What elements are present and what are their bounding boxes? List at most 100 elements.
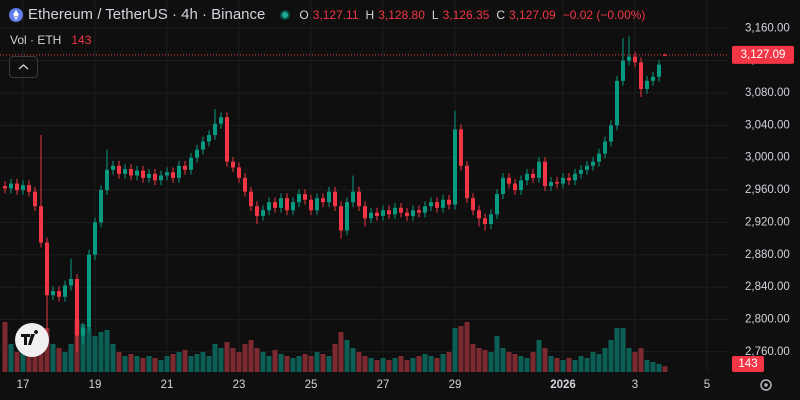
volume-bar <box>332 344 338 372</box>
x-tick-label: 17 <box>17 379 30 391</box>
volume-bar <box>482 350 488 372</box>
volume-bar <box>44 328 50 372</box>
volume-bar <box>254 348 260 372</box>
volume-bar <box>524 358 530 372</box>
x-tick-label: 27 <box>377 379 390 391</box>
volume-label: 143 <box>738 358 757 370</box>
candle-body <box>591 161 595 166</box>
ohlc-value: 3,127.09 <box>508 7 556 22</box>
volume-bar <box>440 354 446 372</box>
y-tick-label: 2,880.00 <box>745 249 790 261</box>
candle-body <box>297 194 301 203</box>
candle-body <box>141 170 145 178</box>
volume-label-box <box>732 356 764 372</box>
legend-header: Ethereum / TetherUS · 4h · Binance O 3,12… <box>8 6 648 23</box>
volume-bar <box>410 358 416 372</box>
volume-bar <box>584 358 590 372</box>
volume-bar <box>308 356 314 372</box>
volume-bar <box>620 328 626 372</box>
volume-bar <box>26 348 32 372</box>
volume-bar <box>104 330 110 372</box>
volume-bar <box>266 356 272 372</box>
volume-bar <box>296 356 302 372</box>
volume-bar <box>434 358 440 372</box>
price-axis-bg <box>728 0 800 400</box>
candle-body <box>531 173 535 178</box>
volume-bar <box>62 352 68 372</box>
volume-bar <box>290 358 296 372</box>
candle-body <box>609 125 613 142</box>
volume-bar <box>362 356 368 372</box>
candle-body <box>147 173 151 178</box>
volume-bar <box>590 352 596 372</box>
volume-bar <box>344 340 350 372</box>
candle-body <box>69 279 73 286</box>
candle-body <box>303 194 307 200</box>
volume-bar <box>458 326 464 372</box>
candle-body <box>411 210 415 216</box>
candle-body <box>9 183 13 189</box>
candle-body <box>489 214 493 225</box>
volume-bar <box>68 344 74 372</box>
change: −0.02 (−0.00%) <box>562 7 646 22</box>
candle-body <box>249 191 253 207</box>
candle-body <box>309 199 313 211</box>
candle-body <box>201 141 205 150</box>
volume-bar <box>608 340 614 372</box>
candle-body <box>381 210 385 216</box>
volume-bar <box>86 328 92 372</box>
ohlc-value: 3,127.11 <box>312 7 359 22</box>
candle-body <box>663 54 667 56</box>
candle-body <box>93 222 97 255</box>
candle-body <box>507 177 511 184</box>
volume-bar <box>116 352 122 372</box>
y-tick-label: 3,000.00 <box>745 152 790 164</box>
y-tick-label: 3,080.00 <box>745 87 790 99</box>
candle-body <box>153 173 157 181</box>
candle-body <box>525 173 529 181</box>
volume-bar <box>92 336 98 372</box>
collapse-button[interactable] <box>9 56 38 78</box>
settings-icon[interactable] <box>760 379 772 391</box>
candle-body <box>279 198 283 208</box>
candle-body <box>405 212 409 216</box>
candle-body <box>237 167 241 178</box>
candle-body <box>585 165 589 170</box>
volume-title: Vol · ETH <box>10 33 62 47</box>
volume-bar <box>398 356 404 372</box>
candle-body <box>441 199 445 208</box>
candle-body <box>543 161 547 186</box>
candle-body <box>345 202 349 231</box>
candle-body <box>51 291 55 296</box>
volume-bar <box>560 360 566 372</box>
volume-bar <box>494 336 500 372</box>
volume-bar <box>242 344 248 372</box>
volume-bar <box>452 328 458 372</box>
x-tick-label: 2026 <box>550 379 576 391</box>
candle-body <box>597 153 601 162</box>
volume-bar <box>548 356 554 372</box>
candle-body <box>57 291 61 297</box>
ohlc-value: 3,128.80 <box>378 7 425 22</box>
volume-bar <box>632 352 638 372</box>
candle-body <box>435 202 439 208</box>
volume-bar <box>182 350 188 372</box>
volume-bar <box>224 342 230 372</box>
ohlc-label: O <box>299 7 309 22</box>
candle-body <box>459 129 463 166</box>
volume-bar <box>500 348 506 372</box>
volume-bar <box>236 352 242 372</box>
candle-body <box>33 191 37 207</box>
volume-bar <box>416 356 422 372</box>
candle-body <box>363 206 367 219</box>
candle-body <box>267 202 271 211</box>
volume-bar <box>380 358 386 372</box>
candle-body <box>87 254 91 328</box>
volume-bar <box>230 348 236 372</box>
candle-body <box>495 194 499 215</box>
volume-bar <box>122 356 128 372</box>
candle-body <box>177 165 181 178</box>
volume-bar <box>176 352 182 372</box>
volume-bar <box>248 340 254 372</box>
